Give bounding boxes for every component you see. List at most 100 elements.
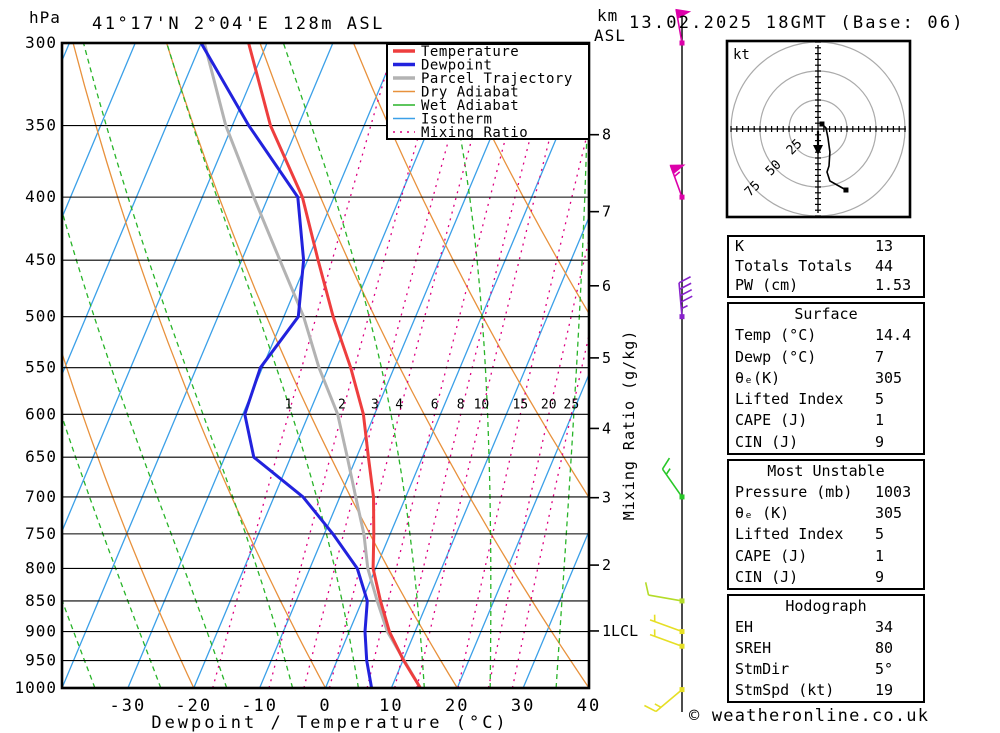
pressure-tick-label: 950 (25, 651, 57, 670)
table-most-unstable-row: Pressure (mb) 1003 (729, 482, 923, 503)
hodograph-ring-label: 75 (742, 178, 764, 200)
hodograph-border (725, 39, 912, 219)
barb-station-dot (679, 194, 685, 200)
temperature-tick-label: 40 (577, 696, 601, 716)
mixing-ratio-value-label: 1 (285, 397, 293, 412)
hodograph-trace-dot (819, 121, 825, 127)
stat-value: 5 (875, 525, 885, 544)
km-tick-label: 7 (602, 203, 611, 221)
pressure-tick-label: 700 (25, 487, 57, 506)
barb-station-dot (679, 598, 685, 604)
mixing-ratio-line (394, 43, 556, 688)
hodograph-trace (821, 123, 847, 191)
barb-station-dot (679, 314, 685, 320)
barb-flag (675, 8, 692, 20)
copyright-label: © weatheronline.co.uk (689, 706, 929, 726)
hodograph-trace-dot (843, 187, 849, 193)
pressure-tick-label: 550 (25, 358, 57, 377)
barb-full (679, 282, 692, 290)
storm-motion-arrowhead (813, 145, 823, 155)
barb-full (678, 276, 691, 284)
chart-title: 41°17'N 2°04'E 128m ASL (92, 14, 385, 34)
stat-value: 5 (875, 390, 885, 409)
pressure-tick-label: 400 (25, 187, 57, 206)
plot-border (60, 41, 591, 690)
stat-value: 9 (875, 432, 885, 451)
temperature-tick-label: 30 (511, 696, 535, 716)
barb-station-dot (679, 629, 685, 635)
barb-shaft (648, 594, 683, 602)
altitude-axis-unit-km: km (597, 6, 618, 25)
stat-value: 1003 (875, 483, 912, 502)
stat-label: SREH (735, 639, 772, 657)
stat-label: PW (cm) (735, 276, 799, 295)
barb-half (673, 171, 681, 178)
table-surface-row: CIN (J) 9 (729, 432, 923, 453)
table-indices-row: Totals Totals 44 (729, 257, 923, 277)
pressure-tick-label: 600 (25, 404, 57, 423)
legend-item-label: Isotherm (421, 112, 492, 128)
stat-value: 19 (875, 681, 894, 699)
km-tick-label: 5 (602, 349, 611, 367)
datetime-label: 13.02.2025 18GMT (Base: 06) (629, 13, 965, 33)
wet-adiabat-line (282, 43, 425, 688)
isotherm-line (0, 43, 4, 688)
hodograph-unit-label: kt (733, 47, 750, 63)
km-tick-label: 8 (602, 126, 611, 144)
table-hodograph-row: StmSpd (kt) 19 (729, 680, 923, 701)
table-hodograph-title: Hodograph (785, 597, 867, 615)
mixing-ratio-value-label: 20 (541, 397, 557, 412)
stat-value: 1 (875, 411, 885, 430)
stat-value: 13 (875, 237, 894, 255)
stat-label: Dewp (°C) (735, 347, 817, 366)
legend-box (386, 43, 590, 140)
table-surface-row: Lifted Index 5 (729, 389, 923, 410)
wet-adiabat-line (82, 43, 294, 688)
km-tick-label: 4 (602, 419, 611, 437)
isotherm-line (456, 372, 589, 688)
table-surface-row: θₑ(K) 305 (729, 368, 923, 389)
stat-label: CIN (J) (735, 432, 799, 451)
wet-adiabat-line (441, 43, 492, 688)
hodograph-ring-label: 50 (763, 157, 785, 179)
wind-barb (649, 614, 685, 635)
table-indices-row: PW (cm) 1.53 (729, 276, 923, 296)
barb-shaft (649, 633, 683, 647)
pressure-tick-label: 750 (25, 524, 57, 543)
pressure-tick-label: 650 (25, 447, 57, 466)
legend-item-label: Dry Adiabat (421, 85, 519, 101)
pressure-tick-label: 850 (25, 591, 57, 610)
wind-barb (644, 687, 685, 713)
isotherm-line (62, 43, 136, 220)
stat-label: K (735, 237, 745, 255)
isotherm-line (62, 43, 334, 688)
plot-background: 1 2 3 4 6 8 10 15 20 25 (0, 43, 589, 688)
table-surface: Surface Temp (°C) 14.4 Dewp (°C) 7 θₑ(K) 305 Li… (727, 302, 925, 455)
temperature-axis-label: Dewpoint / Temperature (°C) (151, 713, 508, 733)
stat-label: Lifted Index (735, 390, 844, 409)
km-tick-label: 3 (602, 489, 611, 507)
isotherm-line (259, 43, 532, 688)
table-indices-row: K 13 (729, 237, 923, 257)
stat-value: 305 (875, 504, 903, 523)
table-surface-title: Surface (794, 305, 858, 323)
mixing-ratio-value-label: 25 (564, 397, 580, 412)
stat-label: Totals Totals (735, 256, 853, 275)
barb-half (680, 304, 688, 310)
stat-value: 34 (875, 618, 894, 636)
isotherm-line (390, 215, 589, 688)
barb-station-dot (679, 643, 685, 649)
stat-label: StmSpd (kt) (735, 681, 835, 699)
legend-item-label: Mixing Ratio (421, 125, 528, 141)
temperature-tick-label: -30 (110, 696, 147, 716)
pressure-tick-label: 500 (25, 307, 57, 326)
barb-full (679, 289, 693, 297)
table-most-unstable: Most Unstable Pressure (mb) 1003 θₑ (K) 305 L… (727, 459, 925, 590)
barb-station-dot (679, 40, 685, 46)
stat-value: 44 (875, 256, 894, 275)
stat-value: 305 (875, 368, 903, 387)
mixing-ratio-value-label: 4 (395, 397, 403, 412)
stat-label: CAPE (J) (735, 411, 808, 430)
hodograph-ring-label: 25 (784, 137, 806, 159)
